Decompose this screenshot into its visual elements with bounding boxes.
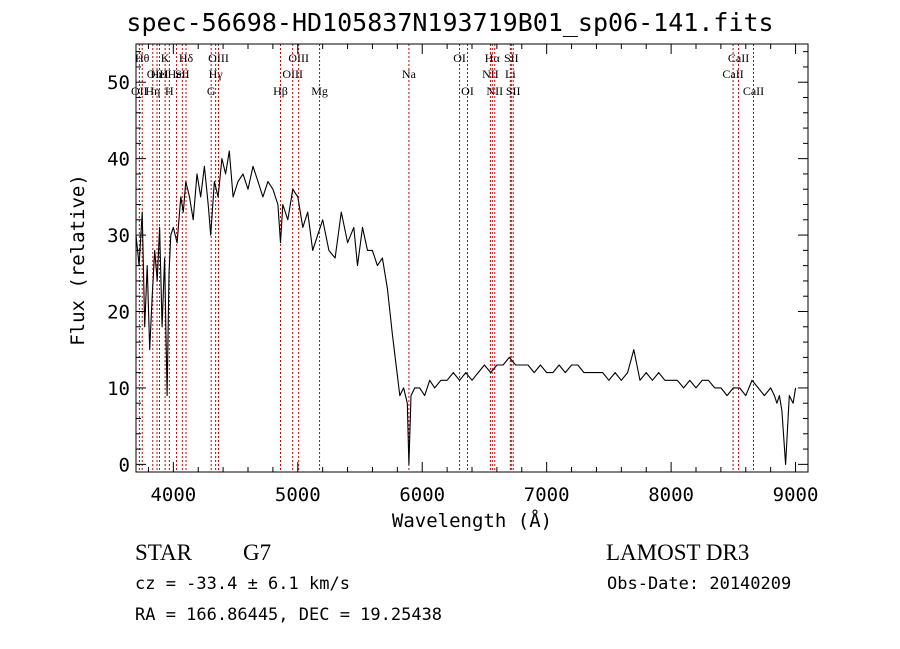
line-label-2: Hη (145, 84, 160, 98)
line-label-8: SII (175, 67, 190, 81)
survey-label: LAMOST DR3 (606, 540, 750, 565)
line-label-10: G (207, 84, 216, 98)
line-label-4: HeI (151, 67, 169, 81)
line-label-23: Li (505, 67, 516, 81)
line-label-20: NII (482, 67, 499, 81)
line-label-17: Na (402, 67, 417, 81)
line-label-9: Hδ (179, 51, 194, 65)
line-label-24: SII (504, 51, 519, 65)
chart-title: spec-56698-HD105837N193719B01_sp06-141.f… (126, 8, 774, 37)
x-axis-label: Wavelength (Å) (391, 510, 553, 532)
x-tick-label-1: 5000 (275, 484, 321, 506)
y-tick-label-3: 30 (107, 225, 130, 247)
x-tick-label-4: 8000 (648, 484, 694, 506)
object-subclass: G7 (243, 540, 272, 565)
object-class: STAR (135, 540, 192, 565)
y-axis-label: Flux (relative) (67, 174, 89, 346)
redshift-label: cz = -33.4 ± 6.1 km/s (135, 574, 350, 594)
y-tick-label-5: 50 (107, 72, 130, 94)
line-markers-layer: OIIHθHηOIIIHeIKHHeISIIHδGHγOIIIHβOIIIOII… (131, 44, 764, 472)
line-label-19: OI (461, 84, 474, 98)
line-label-22: NII (486, 84, 503, 98)
y-tick-label-1: 10 (107, 378, 130, 400)
y-tick-label-2: 20 (107, 302, 130, 324)
line-label-26: CaII (722, 67, 743, 81)
plot-frame-layer (135, 43, 809, 473)
line-label-18: OI (453, 51, 466, 65)
line-label-3: OIII (147, 67, 168, 81)
spectrum-layer (135, 150, 797, 465)
line-label-7: HeI (168, 67, 186, 81)
line-label-28: CaII (743, 84, 764, 98)
line-label-21: Hα (485, 51, 501, 65)
line-label-0: OII (131, 84, 148, 98)
x-tick-label-0: 4000 (150, 484, 196, 506)
x-tick-label-3: 7000 (524, 484, 570, 506)
line-label-16: Mg (311, 84, 328, 98)
plot-frame (135, 43, 809, 473)
line-label-1: Hθ (135, 51, 150, 65)
line-label-12: OIII (208, 51, 229, 65)
line-label-5: K (161, 51, 170, 65)
line-label-6: H (165, 84, 174, 98)
line-label-25: SII (506, 84, 521, 98)
line-label-13: Hβ (273, 84, 288, 98)
line-label-15: OIII (288, 51, 309, 65)
spectrum-line-0 (135, 150, 797, 465)
line-label-14: OIII (282, 67, 303, 81)
ticks-layer: 4000 5000 6000 7000 8000 9000 0 10 20 30 40 50 (107, 44, 818, 506)
y-tick-label-4: 40 (107, 149, 130, 171)
obs-date-label: Obs-Date: 20140209 (607, 574, 792, 594)
x-tick-label-5: 9000 (773, 484, 819, 506)
coordinates-label: RA = 166.86445, DEC = 19.25438 (135, 605, 443, 625)
line-label-27: CaII (728, 51, 749, 65)
line-label-11: Hγ (209, 67, 224, 81)
y-tick-label-0: 0 (119, 454, 130, 476)
x-tick-label-2: 6000 (399, 484, 445, 506)
